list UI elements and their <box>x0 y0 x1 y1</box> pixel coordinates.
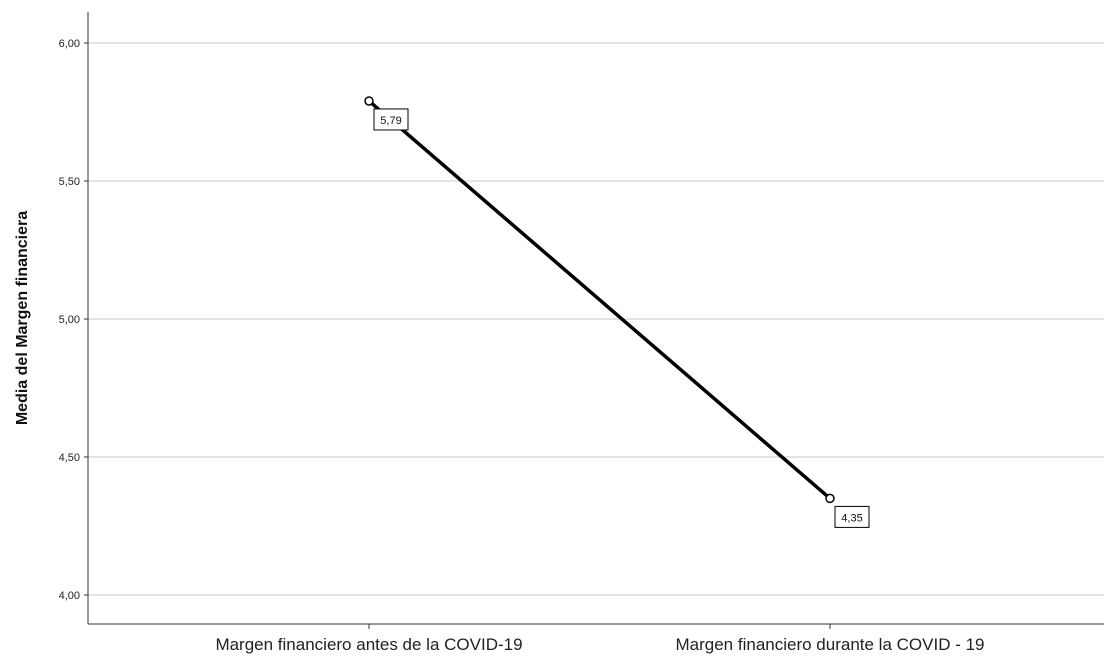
axes <box>87 12 1104 625</box>
x-tick-label: Margen financiero durante la COVID - 19 <box>676 635 985 654</box>
data-point <box>364 96 374 106</box>
data-labels: 5,79 4,35 <box>373 108 870 528</box>
data-point <box>825 493 835 504</box>
x-tick-label: Margen financiero antes de la COVID-19 <box>215 635 522 654</box>
x-tick-labels: Margen financiero antes de la COVID-19 Ma… <box>215 624 985 654</box>
y-tick-label: 4,00 <box>59 590 80 602</box>
data-label-box <box>373 108 409 131</box>
data-label: 5,79 <box>380 115 401 127</box>
series-layer <box>364 96 835 504</box>
series-line <box>367 99 832 500</box>
y-tick-labels: 4,00 4,50 5,00 5,50 6,00 <box>59 38 88 602</box>
gridlines <box>88 42 1104 596</box>
y-tick-label: 6,00 <box>59 38 80 50</box>
y-tick-label: 5,50 <box>59 176 80 188</box>
data-label: 4,35 <box>841 512 862 524</box>
y-tick-label: 4,50 <box>59 452 80 464</box>
y-axis-title: Media del Margen financiera <box>14 211 31 425</box>
y-tick-label: 5,00 <box>59 314 80 326</box>
data-label-box <box>834 505 870 528</box>
